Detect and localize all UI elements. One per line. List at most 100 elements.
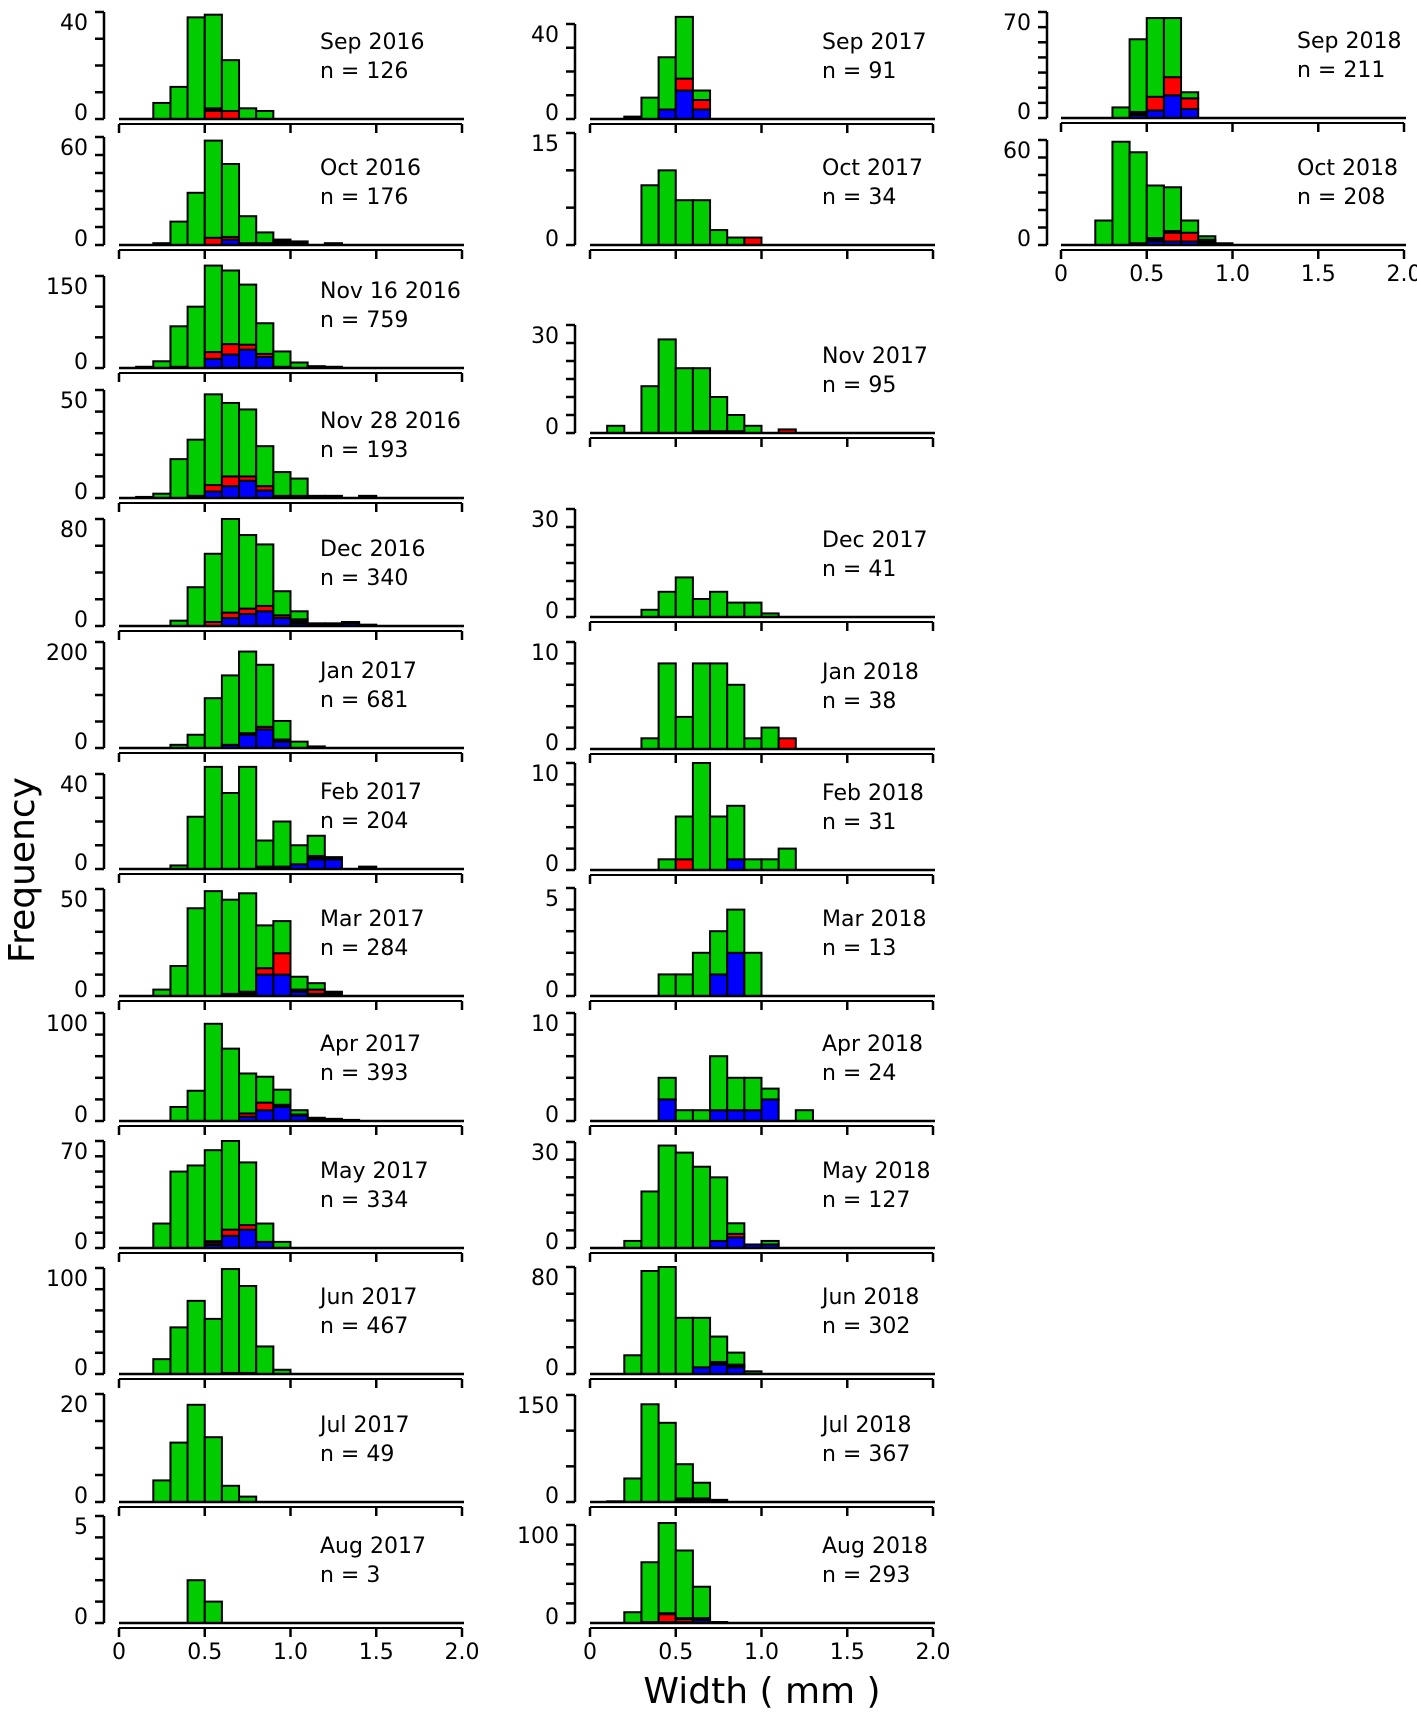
- panel-date-label: Feb 2018: [822, 781, 924, 806]
- panel-sample-size: n = 31: [822, 810, 896, 835]
- bar-segment-green: [220, 518, 241, 614]
- y-tick-label-max: 70: [60, 1140, 88, 1165]
- bar-segment-green: [674, 367, 694, 435]
- bar-segment-green: [272, 719, 292, 741]
- bar-segment-green: [203, 697, 223, 749]
- y-tick-label-zero: 0: [74, 227, 88, 252]
- bar-segment-green: [255, 663, 275, 728]
- panel-date-label: Jun 2018: [820, 1285, 919, 1310]
- bar-segment-green: [674, 815, 694, 861]
- panel-date-label: Dec 2017: [822, 528, 928, 553]
- y-tick-label-zero: 0: [545, 227, 559, 252]
- x-tick-label: 1.0: [273, 1640, 308, 1665]
- bar-segment-green: [272, 1088, 292, 1106]
- bar-segment-green: [238, 765, 258, 870]
- panel-sample-size: n = 211: [1297, 58, 1385, 83]
- bar-segment-green: [169, 85, 189, 120]
- bar-segment-green: [623, 1477, 643, 1503]
- bar-segment-green: [289, 1109, 309, 1116]
- bar-segment-green: [657, 1522, 677, 1615]
- y-tick-label-max: 40: [60, 773, 88, 798]
- bar-segment-green: [657, 662, 677, 751]
- panel-date-label: Mar 2018: [822, 907, 927, 932]
- bar-segment-green: [152, 1358, 172, 1376]
- y-tick-label-zero: 0: [1017, 100, 1031, 125]
- x-tick-label: 2.0: [1387, 262, 1417, 287]
- y-tick-label-max: 5: [545, 887, 559, 912]
- bar-segment-green: [272, 471, 292, 497]
- bar-segment-green: [691, 762, 712, 871]
- x-tick-label: 0: [583, 1640, 597, 1665]
- panel-date-label: Jul 2017: [318, 1413, 410, 1438]
- histogram-panel: 80 0 Jun 2018 n = 302: [531, 1265, 935, 1388]
- y-tick-label-max: 30: [531, 508, 559, 533]
- bar-segment-green: [1162, 186, 1183, 232]
- bar-segment-blue: [1162, 94, 1183, 119]
- bar-segment-green: [220, 59, 241, 112]
- bar-segment-blue: [760, 1098, 780, 1123]
- bar-segment-green: [691, 951, 712, 997]
- bar-segment-green: [691, 598, 712, 618]
- bar-segment-green: [186, 907, 206, 998]
- bar-segment-blue: [255, 973, 275, 997]
- bar-segment-green: [760, 1087, 780, 1101]
- bar-segment-green: [203, 13, 223, 110]
- bar-segment-green: [255, 1222, 275, 1243]
- bar-segment-green: [657, 1266, 677, 1375]
- y-tick-label-zero: 0: [545, 1103, 559, 1128]
- y-tick-label-zero: 0: [74, 978, 88, 1003]
- bar-segment-green: [203, 1600, 223, 1624]
- bar-segment-green: [152, 1479, 172, 1504]
- y-tick-label-max: 70: [1003, 11, 1031, 36]
- y-tick-label-zero: 0: [74, 1356, 88, 1381]
- bar-segment-green: [203, 552, 223, 623]
- bar-segment-green: [169, 220, 189, 247]
- panel-date-label: Sep 2018: [1297, 29, 1401, 54]
- bar-segment-green: [709, 590, 729, 618]
- bar-segment-green: [255, 924, 275, 970]
- panel-date-label: Jun 2017: [318, 1285, 417, 1310]
- y-tick-label-max: 20: [60, 1393, 88, 1418]
- y-tick-label-zero: 0: [74, 1605, 88, 1630]
- bar-segment-green: [709, 1335, 729, 1363]
- y-tick-label-max: 40: [60, 11, 88, 36]
- bar-segment-blue: [238, 612, 258, 628]
- x-tick-label: 1.0: [1215, 262, 1250, 287]
- bar-segment-green: [657, 973, 677, 998]
- bar-segment-green: [289, 610, 309, 621]
- bar-segment-green: [186, 305, 206, 369]
- bar-segment-green: [1128, 151, 1148, 245]
- bar-segment-green: [657, 590, 677, 618]
- panel-sample-size: n = 302: [822, 1314, 910, 1339]
- bar-segment-green: [743, 1076, 763, 1112]
- bar-segment-green: [640, 1561, 660, 1624]
- bar-segment-green: [1111, 106, 1131, 120]
- histogram-panel: 80 0 Dec 2016 n = 340: [60, 517, 464, 640]
- y-tick-label-max: 5: [74, 1515, 88, 1540]
- bar-segment-green: [640, 1403, 660, 1503]
- bar-segment-green: [1111, 140, 1131, 246]
- bar-segment-green: [691, 367, 712, 433]
- panel-date-label: May 2017: [320, 1159, 428, 1184]
- y-tick-label-zero: 0: [545, 599, 559, 624]
- bar-segment-green: [709, 1055, 729, 1112]
- bar-segment-green: [203, 393, 223, 487]
- bar-segment-green: [709, 396, 729, 433]
- y-tick-label-max: 60: [1003, 139, 1031, 164]
- bar-segment-green: [186, 733, 206, 749]
- bar-segment-red: [674, 77, 694, 92]
- y-tick-label-max: 150: [46, 275, 88, 300]
- y-tick-label-zero: 0: [545, 731, 559, 756]
- bar-segment-red: [272, 952, 292, 976]
- bar-segment-green: [640, 184, 660, 246]
- panel-date-label: Oct 2018: [1297, 156, 1398, 181]
- bar-segment-green: [220, 898, 241, 995]
- y-tick-label-max: 80: [60, 518, 88, 543]
- bar-segment-green: [709, 1176, 729, 1242]
- bar-segment-green: [726, 683, 746, 750]
- bar-segment-green: [152, 1222, 172, 1249]
- histogram-panel: 70 0 May 2017 n = 334: [60, 1139, 464, 1262]
- y-tick-label-zero: 0: [545, 1356, 559, 1381]
- y-tick-label-max: 10: [531, 1012, 559, 1037]
